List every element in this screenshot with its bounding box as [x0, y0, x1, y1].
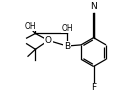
Text: N: N: [90, 3, 97, 11]
Text: O: O: [45, 36, 52, 45]
Text: B: B: [64, 42, 70, 50]
Text: OH: OH: [61, 24, 73, 33]
Text: OH: OH: [25, 22, 37, 31]
Text: F: F: [91, 83, 96, 92]
